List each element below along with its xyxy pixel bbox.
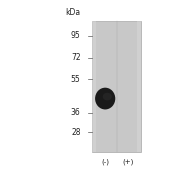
Text: kDa: kDa xyxy=(65,8,81,17)
Bar xyxy=(92,21,96,152)
Text: 36: 36 xyxy=(71,108,81,117)
Text: (+): (+) xyxy=(122,158,134,165)
Bar xyxy=(137,21,141,152)
Ellipse shape xyxy=(95,88,115,110)
Text: 72: 72 xyxy=(71,53,81,62)
Text: 55: 55 xyxy=(71,75,81,84)
Text: 28: 28 xyxy=(71,128,81,137)
Text: (-): (-) xyxy=(101,158,109,165)
Ellipse shape xyxy=(103,93,112,100)
Bar xyxy=(92,21,141,152)
Text: 95: 95 xyxy=(71,31,81,40)
